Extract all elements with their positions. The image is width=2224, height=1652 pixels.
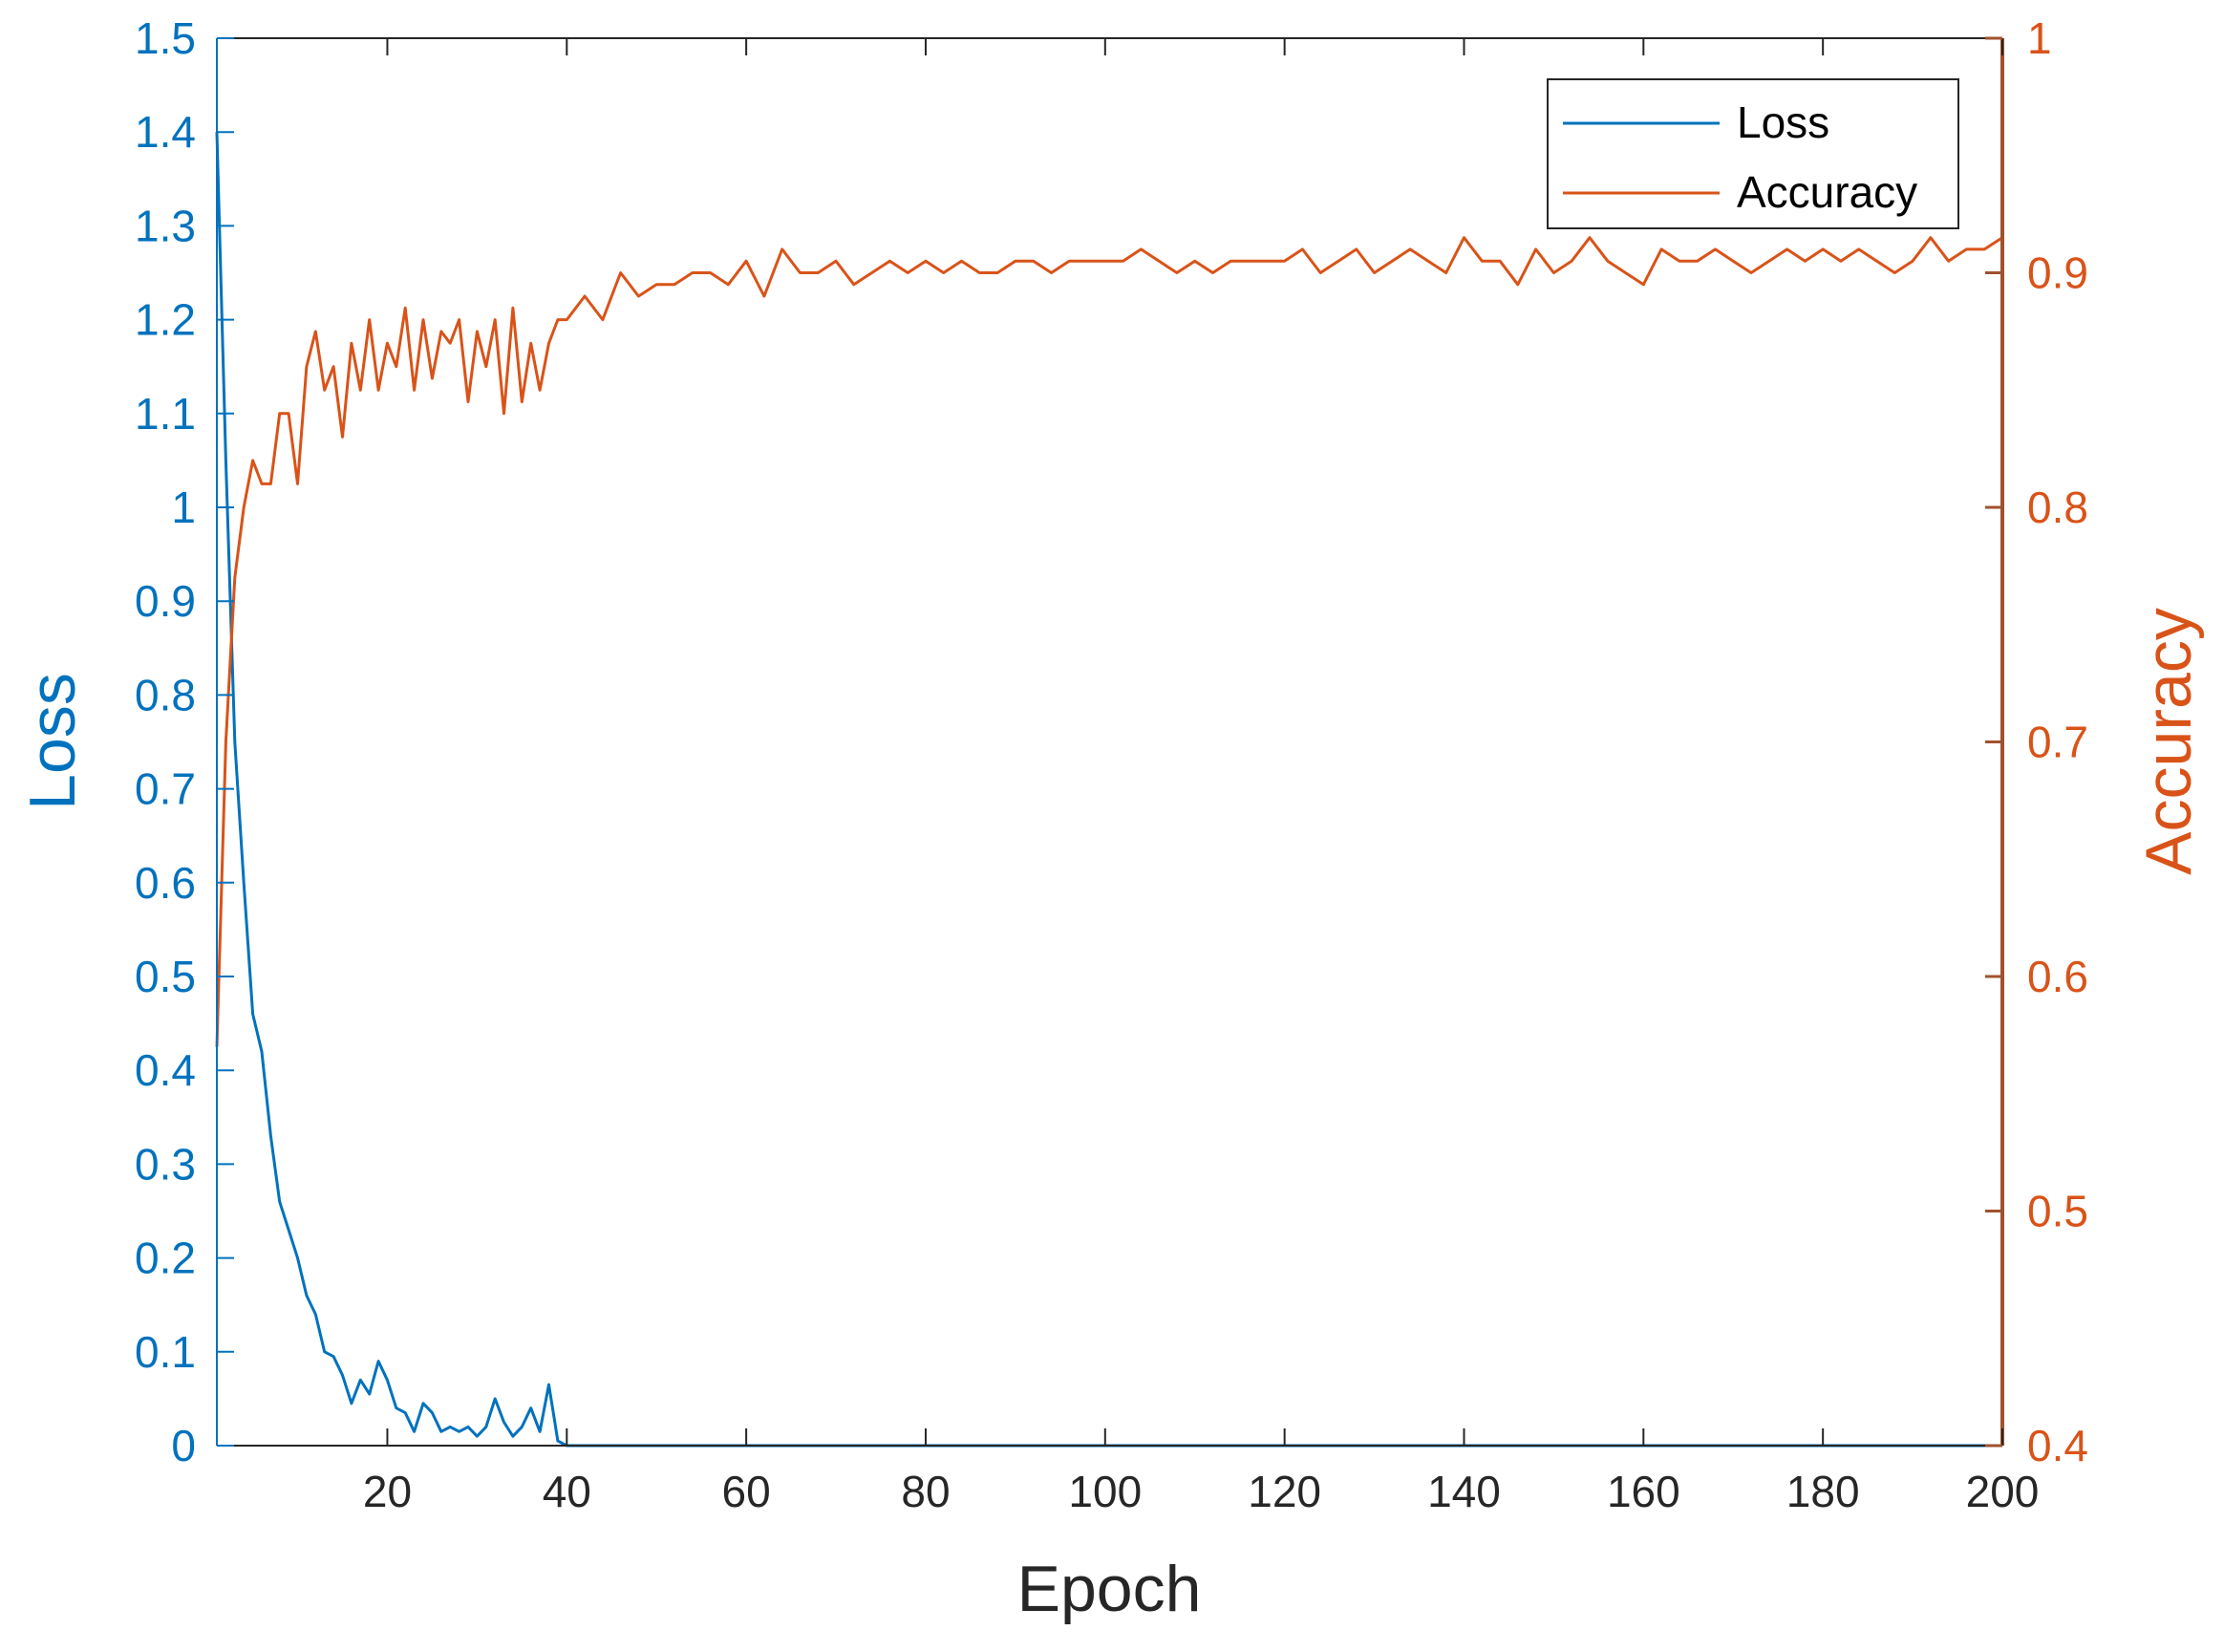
y-right-tick-label: 0.4	[2027, 1421, 2088, 1470]
y-left-tick-label: 0.9	[135, 576, 196, 626]
y-left-tick-label: 0.7	[135, 764, 196, 814]
y-left-tick-label: 0.5	[135, 952, 196, 1001]
y-right-tick-label: 1	[2027, 13, 2052, 63]
ticks-layer: 20 40 60 80 100 120 140 160 180 200 0 0.1 0.2 0.3 0.4 0…	[135, 13, 2088, 1516]
x-tick-label: 20	[363, 1467, 412, 1516]
y-left-tick-label: 0.4	[135, 1045, 196, 1095]
legend-label-loss: Loss	[1737, 97, 1829, 147]
y-right-tick-label: 0.9	[2027, 248, 2088, 298]
y-left-tick-label: 0.8	[135, 670, 196, 719]
y-axis-label-right: Accuracy	[2132, 608, 2205, 875]
x-tick-label: 40	[543, 1467, 591, 1516]
x-tick-label: 180	[1786, 1467, 1860, 1516]
plot-area	[217, 38, 2002, 1446]
y-left-tick-label: 0.3	[135, 1139, 196, 1189]
x-tick-label: 120	[1248, 1467, 1321, 1516]
y-right-tick-label: 0.5	[2027, 1187, 2088, 1236]
y-axis-label-left: Loss	[16, 673, 89, 810]
y-left-tick-label: 0	[171, 1421, 196, 1470]
series-line-accuracy	[215, 236, 2003, 1047]
y-left-tick-label: 1.1	[135, 389, 196, 439]
y-left-tick-label: 1.4	[135, 107, 196, 157]
y-left-tick-label: 1.3	[135, 201, 196, 250]
y-left-tick-label: 1.5	[135, 13, 196, 63]
legend-label-accuracy: Accuracy	[1737, 167, 1917, 217]
x-tick-label: 200	[1966, 1467, 2040, 1516]
y-right-tick-label: 0.7	[2027, 718, 2088, 767]
y-left-tick-label: 0.1	[135, 1327, 196, 1377]
x-tick-label: 140	[1427, 1467, 1501, 1516]
y-right-tick-label: 0.6	[2027, 952, 2088, 1001]
y-left-tick-label: 0.2	[135, 1234, 196, 1283]
y-right-tick-label: 0.8	[2027, 483, 2088, 532]
x-axis-label: Epoch	[1017, 1553, 1202, 1625]
x-tick-label: 160	[1607, 1467, 1680, 1516]
x-tick-label: 60	[722, 1467, 771, 1516]
y-left-tick-label: 0.6	[135, 858, 196, 908]
legend: Loss Accuracy	[1547, 78, 1959, 229]
y-left-tick-label: 1.2	[135, 295, 196, 345]
x-tick-label: 80	[901, 1467, 950, 1516]
legend-box	[1547, 78, 1959, 229]
x-tick-label: 100	[1068, 1467, 1142, 1516]
y-left-tick-label: 1	[171, 483, 196, 532]
